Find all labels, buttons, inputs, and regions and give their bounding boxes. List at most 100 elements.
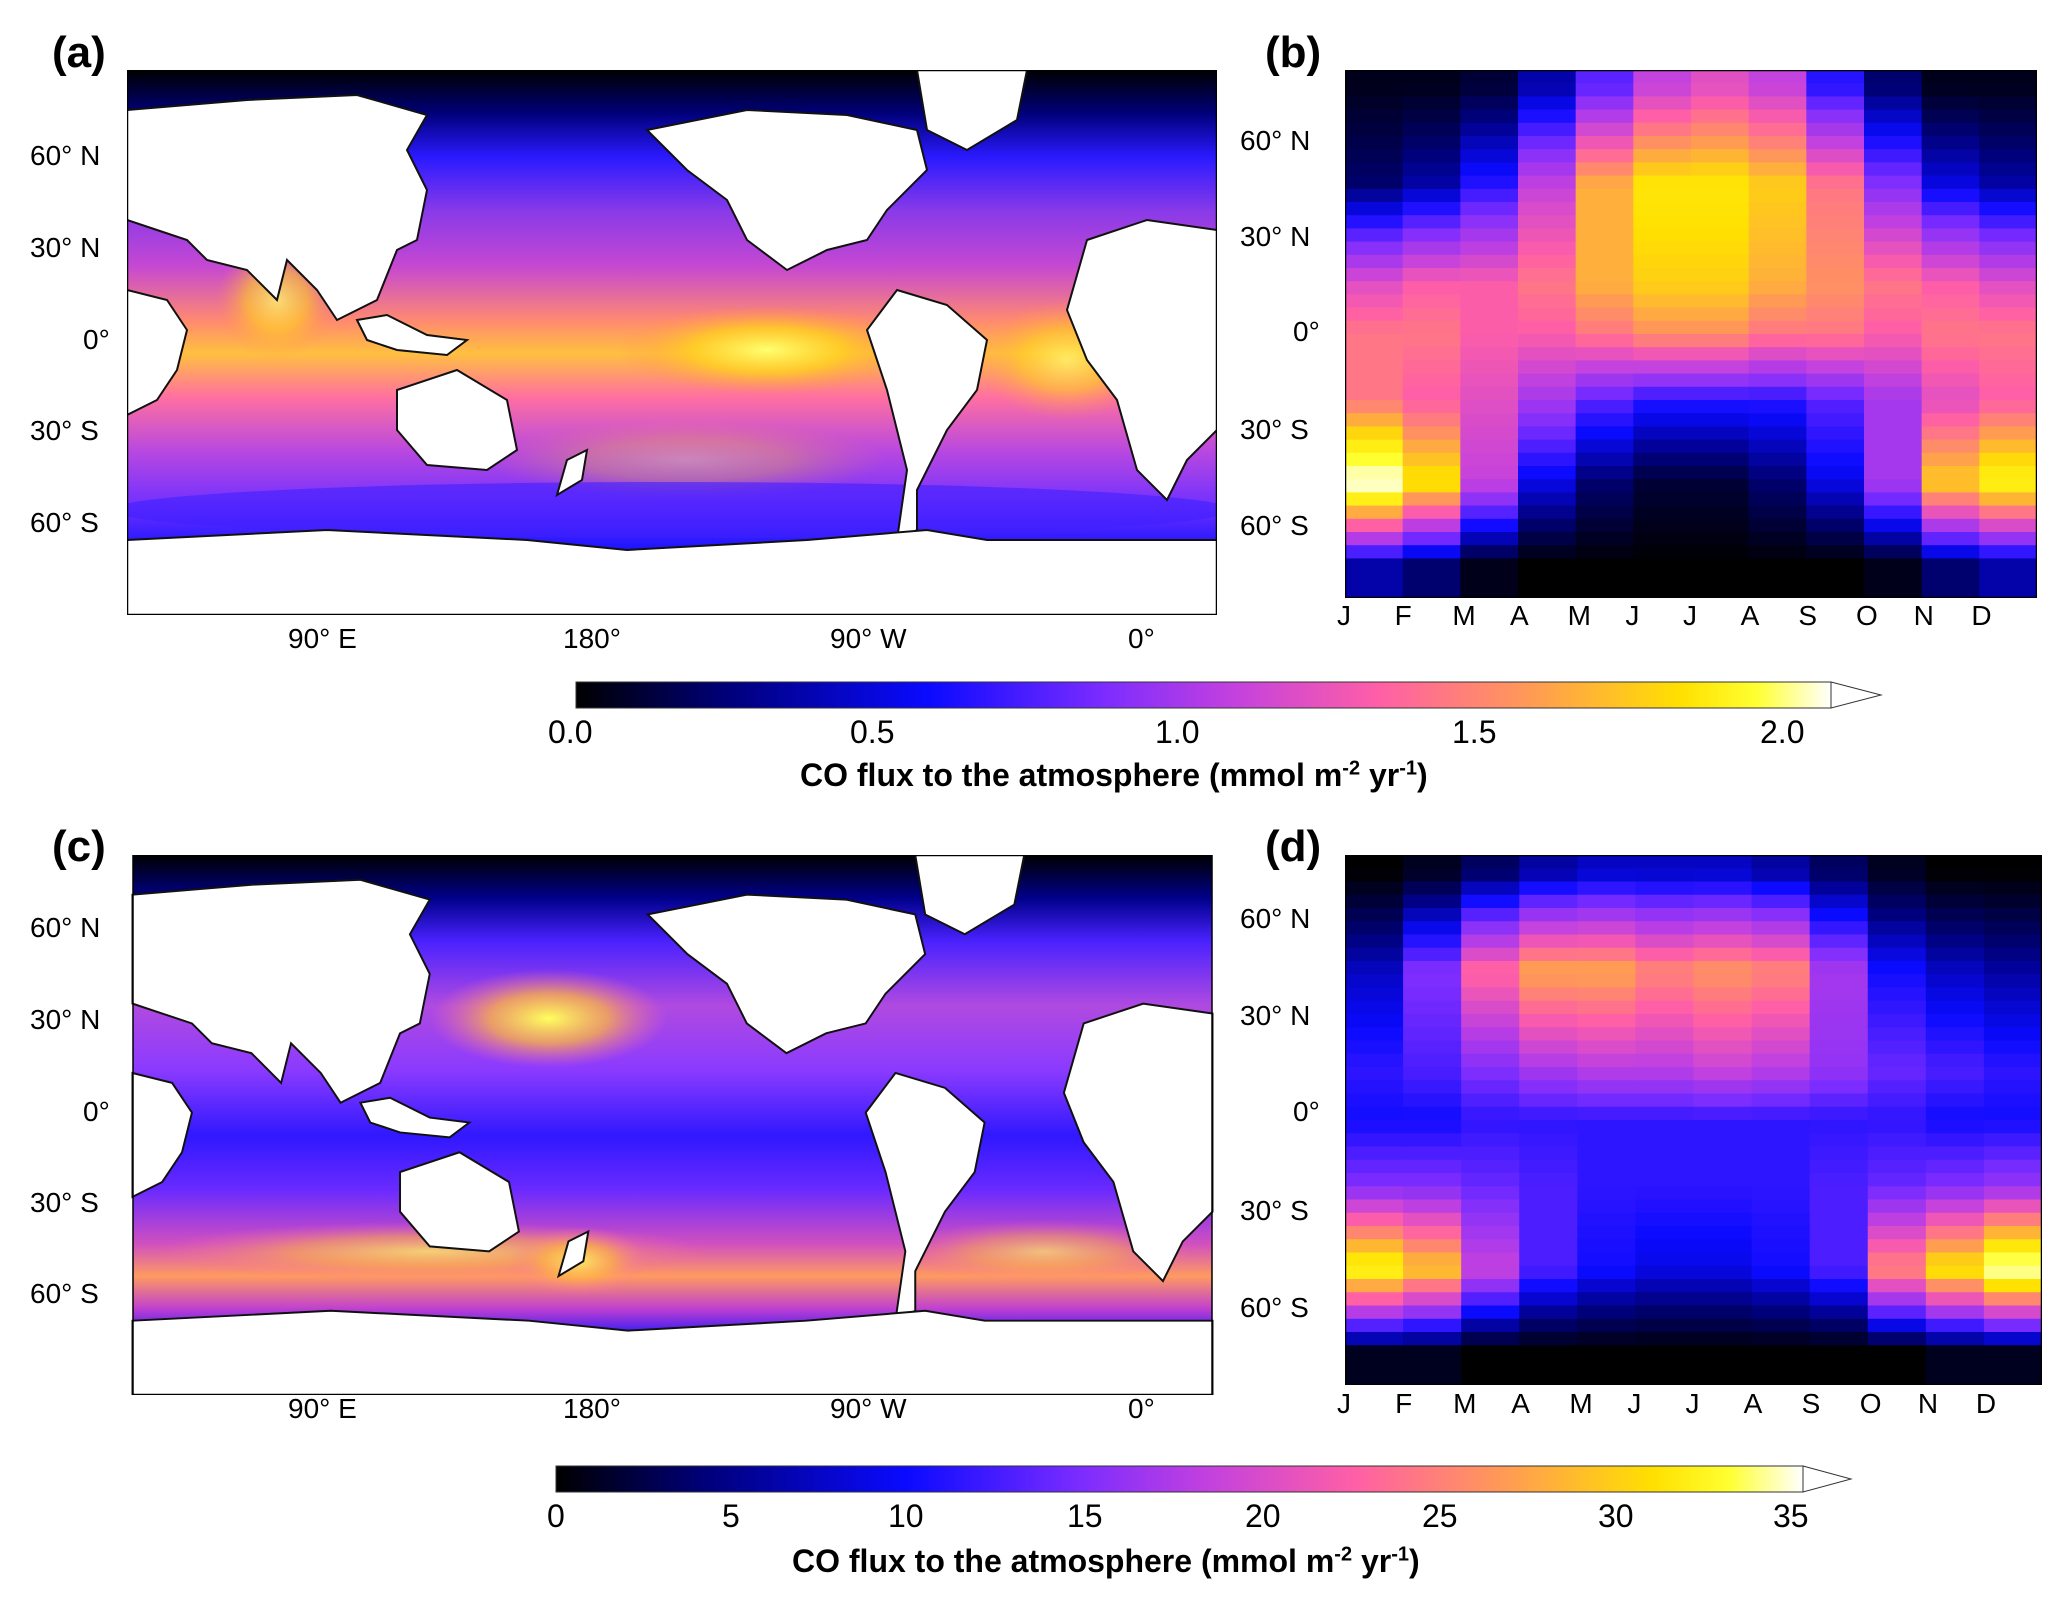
- month-tick-label: N: [1913, 600, 1934, 631]
- heatmap-cell: [1519, 1120, 1578, 1134]
- heatmap-cell: [1983, 1080, 2042, 1095]
- heatmap-cell: [1635, 1305, 1695, 1320]
- heatmap-cell: [1864, 545, 1923, 559]
- heatmap-cell: [1748, 452, 1807, 467]
- heatmap-cell: [1983, 855, 2042, 869]
- heatmap-cell: [1461, 1371, 1520, 1385]
- heatmap-cell: [1577, 1226, 1637, 1240]
- heatmap-cell: [1575, 558, 1634, 573]
- heatmap-cell: [1403, 1067, 1462, 1081]
- heatmap-cell: [1925, 947, 1985, 962]
- heatmap-cell: [1983, 1252, 2042, 1267]
- heatmap-cell: [1575, 479, 1634, 493]
- north-pacific-hotspot-c: [429, 968, 668, 1069]
- heatmap-cell: [1864, 188, 1923, 203]
- heatmap-cell: [1345, 294, 1404, 309]
- heatmap-cell: [1806, 373, 1865, 388]
- heatmap-cell: [1635, 921, 1695, 936]
- heatmap-cell: [1867, 1332, 1927, 1346]
- heatmap-cell: [1748, 505, 1807, 520]
- heatmap-cell: [1864, 413, 1923, 427]
- heatmap-cell: [1633, 162, 1692, 177]
- heatmap-cell: [1461, 1226, 1520, 1240]
- heatmap-cell: [1633, 492, 1692, 507]
- map-c-lat-tick-30n: 30° N: [30, 1004, 101, 1035]
- heatmap-cell: [1748, 492, 1807, 507]
- heatmap-cell: [1402, 492, 1461, 507]
- heatmap-cell: [1575, 188, 1634, 203]
- heatmap-cell: [1921, 452, 1980, 467]
- heatmap-cell: [1693, 1212, 1753, 1227]
- map-c-lat-tick-60n: 60° N: [30, 912, 101, 943]
- heatmap-cell: [1693, 974, 1753, 989]
- heatmap-cell: [1518, 413, 1577, 427]
- heatmap-cell: [1925, 1040, 1985, 1055]
- heatmap-cell: [1809, 1080, 1869, 1095]
- heatmap-cell: [1925, 1000, 1985, 1015]
- heatmap-cell: [1633, 479, 1692, 493]
- heatmap-cell: [1635, 947, 1695, 962]
- heatmap-cell: [1635, 1173, 1695, 1187]
- heatmap-cell: [1345, 532, 1404, 546]
- heatmap-cell: [1748, 571, 1807, 586]
- heatmap-cell: [1748, 386, 1807, 401]
- heatmap-cell: [1691, 426, 1750, 441]
- new-zealand: [555, 448, 589, 498]
- heatmap-cell: [1983, 1000, 2042, 1015]
- heatmap-cell: [1693, 1027, 1753, 1042]
- heatmap-cell: [1461, 1173, 1520, 1187]
- heatmap-cell: [1633, 466, 1692, 480]
- heatmap-cell: [1460, 545, 1519, 559]
- month-tick-label: M: [1452, 600, 1476, 631]
- heatmap-cell: [1691, 228, 1750, 243]
- heatmap-cell: [1635, 1040, 1695, 1055]
- heatmap-cell: [1979, 70, 2037, 84]
- heatmap-cell: [1864, 400, 1923, 414]
- heatmap-cell: [1983, 1305, 2042, 1320]
- heatmap-cell: [1751, 1345, 1811, 1360]
- heatmap-cell: [1635, 1067, 1695, 1081]
- heatmap-cell: [1402, 241, 1461, 256]
- heatmap-cell: [1809, 1040, 1869, 1055]
- month-tick-label: A: [1511, 1388, 1530, 1419]
- heatmap-cell: [1518, 83, 1577, 97]
- heatmap-cell: [1693, 1159, 1753, 1174]
- month-tick-label: S: [1798, 600, 1818, 631]
- heatmap-cell: [1867, 1318, 1927, 1333]
- indonesia: [355, 313, 470, 357]
- heatmap-cell: [1867, 868, 1927, 883]
- heatmap-cell: [1921, 492, 1980, 507]
- heatmap-cell: [1693, 1252, 1753, 1267]
- colorbar-top-label-end: ): [1417, 757, 1428, 793]
- colorbar-bottom-label: CO flux to the atmosphere (mmol m-2 yr-1…: [792, 1543, 1420, 1580]
- month-tick-label: J: [1685, 1388, 1700, 1419]
- heatmap-cell: [1751, 1332, 1811, 1346]
- heatmap-cell: [1691, 320, 1750, 335]
- heatmap-cell: [1921, 281, 1980, 295]
- heatmap-cell: [1925, 1332, 1985, 1346]
- heatmap-cell: [1577, 1133, 1637, 1148]
- heatmap-cell: [1635, 894, 1695, 909]
- heatmap-cell: [1979, 188, 2037, 203]
- heatmap-cell: [1577, 855, 1637, 869]
- heatmap-cell: [1461, 947, 1520, 962]
- heatmap-cell: [1635, 974, 1695, 989]
- heatmap-cell: [1519, 1292, 1578, 1307]
- heatmap-cell: [1460, 386, 1519, 401]
- heatmap-cell: [1693, 1199, 1753, 1214]
- heatmap-cell: [1809, 894, 1869, 909]
- heatmap-cell: [1691, 175, 1750, 190]
- heatmap-cell: [1693, 1000, 1753, 1015]
- heatmap-cell: [1809, 961, 1869, 975]
- heatmap-cell: [1403, 1292, 1462, 1307]
- heatmap-cell: [1345, 162, 1404, 177]
- heat-b-lat-tick-30n: 30° N: [1240, 221, 1311, 252]
- heatmap-cell: [1403, 1371, 1462, 1385]
- heatmap-cell: [1577, 961, 1637, 975]
- colorbar-top-label-sup1: -2: [1342, 757, 1361, 780]
- heatmap-cell: [1575, 70, 1634, 84]
- heatmap-cell: [1864, 96, 1923, 111]
- heatmap-cell: [1921, 466, 1980, 480]
- heatmap-cell: [1864, 558, 1923, 573]
- heatmap-cell: [1925, 868, 1985, 883]
